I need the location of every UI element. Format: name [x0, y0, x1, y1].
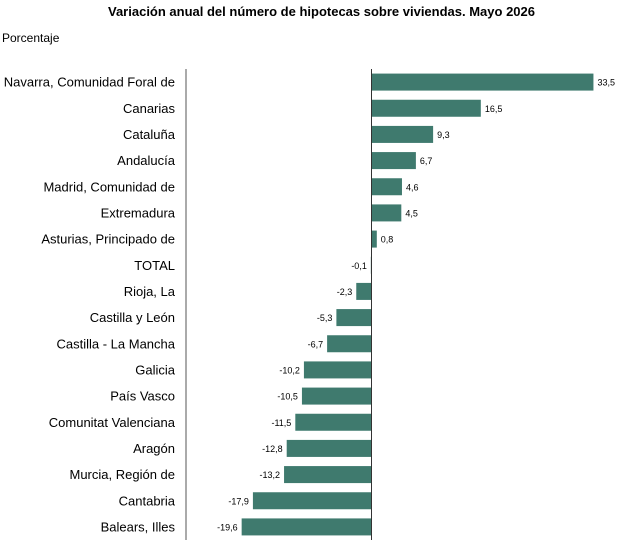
chart-subtitle: Porcentaje [2, 31, 60, 45]
category-label: Andalucía [117, 153, 176, 168]
bar [284, 466, 372, 484]
data-label: 0,8 [381, 235, 394, 245]
category-label: Comunitat Valenciana [49, 415, 176, 430]
bar [371, 99, 481, 117]
bar [371, 125, 434, 143]
data-label: -17,9 [228, 496, 249, 506]
data-label: -13,2 [260, 470, 281, 480]
category-label: Canarias [123, 101, 176, 116]
bar [371, 152, 416, 170]
bar [371, 178, 402, 196]
category-label: Castilla y León [90, 310, 175, 325]
category-label: Extremadura [101, 205, 176, 220]
bar [371, 73, 594, 91]
bar [295, 413, 372, 431]
data-label: 6,7 [420, 156, 433, 166]
data-label: -2,3 [337, 287, 353, 297]
bar [241, 518, 372, 536]
category-label: Asturias, Principado de [41, 232, 175, 247]
category-label: Navarra, Comunidad Foral de [4, 75, 175, 90]
data-label: -12,8 [262, 444, 283, 454]
data-label: 16,5 [485, 104, 503, 114]
category-label: TOTAL [134, 258, 175, 273]
category-label: Rioja, La [124, 284, 176, 299]
category-label: Aragón [133, 441, 175, 456]
data-label: -11,5 [271, 418, 291, 428]
bar [252, 492, 372, 510]
data-label: -19,6 [217, 522, 238, 532]
bar [327, 335, 372, 353]
bar [286, 439, 372, 457]
data-label: 4,5 [405, 208, 418, 218]
data-label: 33,5 [597, 78, 615, 88]
category-label: Cataluña [123, 127, 176, 142]
data-label: -10,5 [277, 392, 298, 402]
bar [371, 204, 402, 222]
category-label: Balears, Illes [101, 519, 176, 534]
data-label: -5,3 [317, 313, 333, 323]
data-label: -10,2 [279, 365, 300, 375]
bar [336, 309, 372, 327]
bar [371, 230, 377, 248]
data-label: 9,3 [437, 130, 450, 140]
bar [303, 361, 372, 379]
data-label: 4,6 [406, 182, 419, 192]
category-label: Galicia [135, 362, 176, 377]
category-label: Madrid, Comunidad de [43, 179, 175, 194]
chart-title: Variación anual del número de hipotecas … [108, 4, 535, 19]
category-label: País Vasco [110, 389, 175, 404]
data-label: -6,7 [308, 339, 324, 349]
category-label: Castilla - La Mancha [57, 336, 176, 351]
category-label: Cantabria [119, 493, 176, 508]
bar [356, 282, 372, 300]
data-label: -0,1 [351, 261, 367, 271]
bar [301, 387, 372, 405]
category-label: Murcia, Región de [70, 467, 176, 482]
